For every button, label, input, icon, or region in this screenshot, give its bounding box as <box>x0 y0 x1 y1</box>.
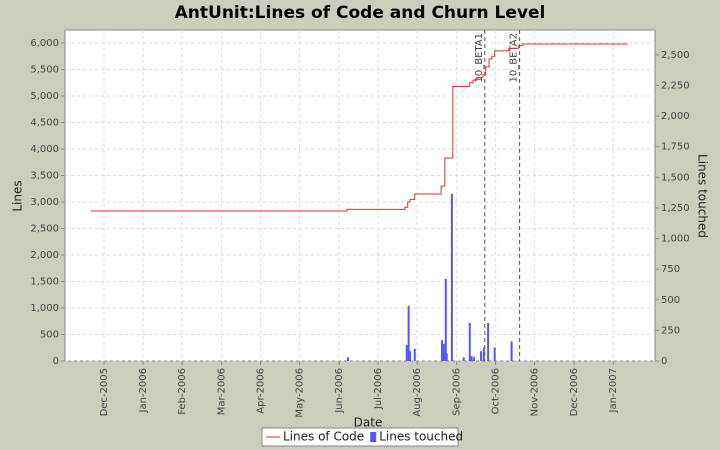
y2-tick-label: 1,500 <box>661 172 690 183</box>
x-tick-label: Mar-2006 <box>217 368 228 415</box>
y2-tick-label: 2,250 <box>661 80 690 91</box>
bar <box>444 278 447 361</box>
y-tick-label: 6,000 <box>30 38 59 49</box>
x-tick-label: Aug-2006 <box>412 368 423 417</box>
y-tick-label: 500 <box>40 329 59 340</box>
legend-label: Lines touched <box>379 430 463 444</box>
y-axis-label: Lines <box>11 180 25 211</box>
plot-area <box>64 29 656 362</box>
y2-tick-label: 0 <box>661 356 667 367</box>
y2-tick-label: 2,500 <box>661 50 690 61</box>
chart-title: AntUnit:Lines of Code and Churn Level <box>175 3 546 23</box>
x-tick-label: Dec-2006 <box>569 368 580 416</box>
legend-label: Lines of Code <box>283 430 364 444</box>
x-tick-label: Jun-2006 <box>334 368 345 414</box>
y-tick-label: 2,500 <box>30 223 59 234</box>
bar <box>409 351 412 361</box>
y2-tick-label: 1,250 <box>661 203 690 214</box>
y-tick-label: 2,000 <box>30 250 59 261</box>
y-tick-label: 5,500 <box>30 64 59 75</box>
y2-tick-label: 1,750 <box>661 142 690 153</box>
y2-tick-label: 1,000 <box>661 234 690 245</box>
bar <box>405 345 408 361</box>
y-tick-label: 4,500 <box>30 117 59 128</box>
legend-swatch <box>370 432 377 442</box>
marker-label: 10_BETA1 <box>474 33 485 82</box>
x-tick-label: Oct-2006 <box>491 368 502 414</box>
line <box>90 43 628 212</box>
y2-axis-label: Lines touched <box>696 154 710 238</box>
x-tick-label: Jan-2007 <box>608 368 619 413</box>
bar <box>445 353 448 361</box>
bar <box>413 348 416 361</box>
marker-label: 10_BETA2 <box>509 33 520 82</box>
y-tick-label: 3,000 <box>30 197 59 208</box>
bar <box>482 347 485 361</box>
x-axis-label: Date <box>354 416 383 430</box>
bar <box>347 357 350 361</box>
x-tick-label: Sep-2006 <box>452 368 463 416</box>
y-tick-label: 1,500 <box>30 276 59 287</box>
legend <box>261 427 459 447</box>
bar <box>473 357 476 361</box>
x-tick-label: Feb-2006 <box>177 368 188 415</box>
x-tick-label: Dec-2005 <box>99 368 110 416</box>
y-tick-label: 0 <box>53 356 59 367</box>
bar <box>407 305 410 361</box>
bar <box>510 341 513 361</box>
x-tick-label: Jul-2006 <box>373 368 384 410</box>
bar <box>470 356 473 361</box>
bar <box>493 347 496 361</box>
y-tick-label: 4,000 <box>30 144 59 155</box>
bar <box>468 323 471 361</box>
y2-tick-label: 750 <box>661 264 680 275</box>
x-tick-label: Nov-2006 <box>530 368 541 416</box>
bar <box>487 323 490 361</box>
x-tick-label: May-2006 <box>295 368 306 418</box>
y2-tick-label: 250 <box>661 325 680 336</box>
bar <box>442 343 445 361</box>
bar <box>462 357 465 361</box>
y-tick-label: 5,000 <box>30 91 59 102</box>
bar <box>480 351 483 361</box>
y2-tick-label: 2,000 <box>661 111 690 122</box>
bar <box>441 340 444 361</box>
x-tick-label: Jan-2006 <box>138 368 149 413</box>
y2-tick-label: 500 <box>661 295 680 306</box>
x-tick-label: Apr-2006 <box>256 368 267 414</box>
y-tick-label: 1,000 <box>30 303 59 314</box>
bar <box>450 193 453 361</box>
y-tick-label: 3,500 <box>30 170 59 181</box>
